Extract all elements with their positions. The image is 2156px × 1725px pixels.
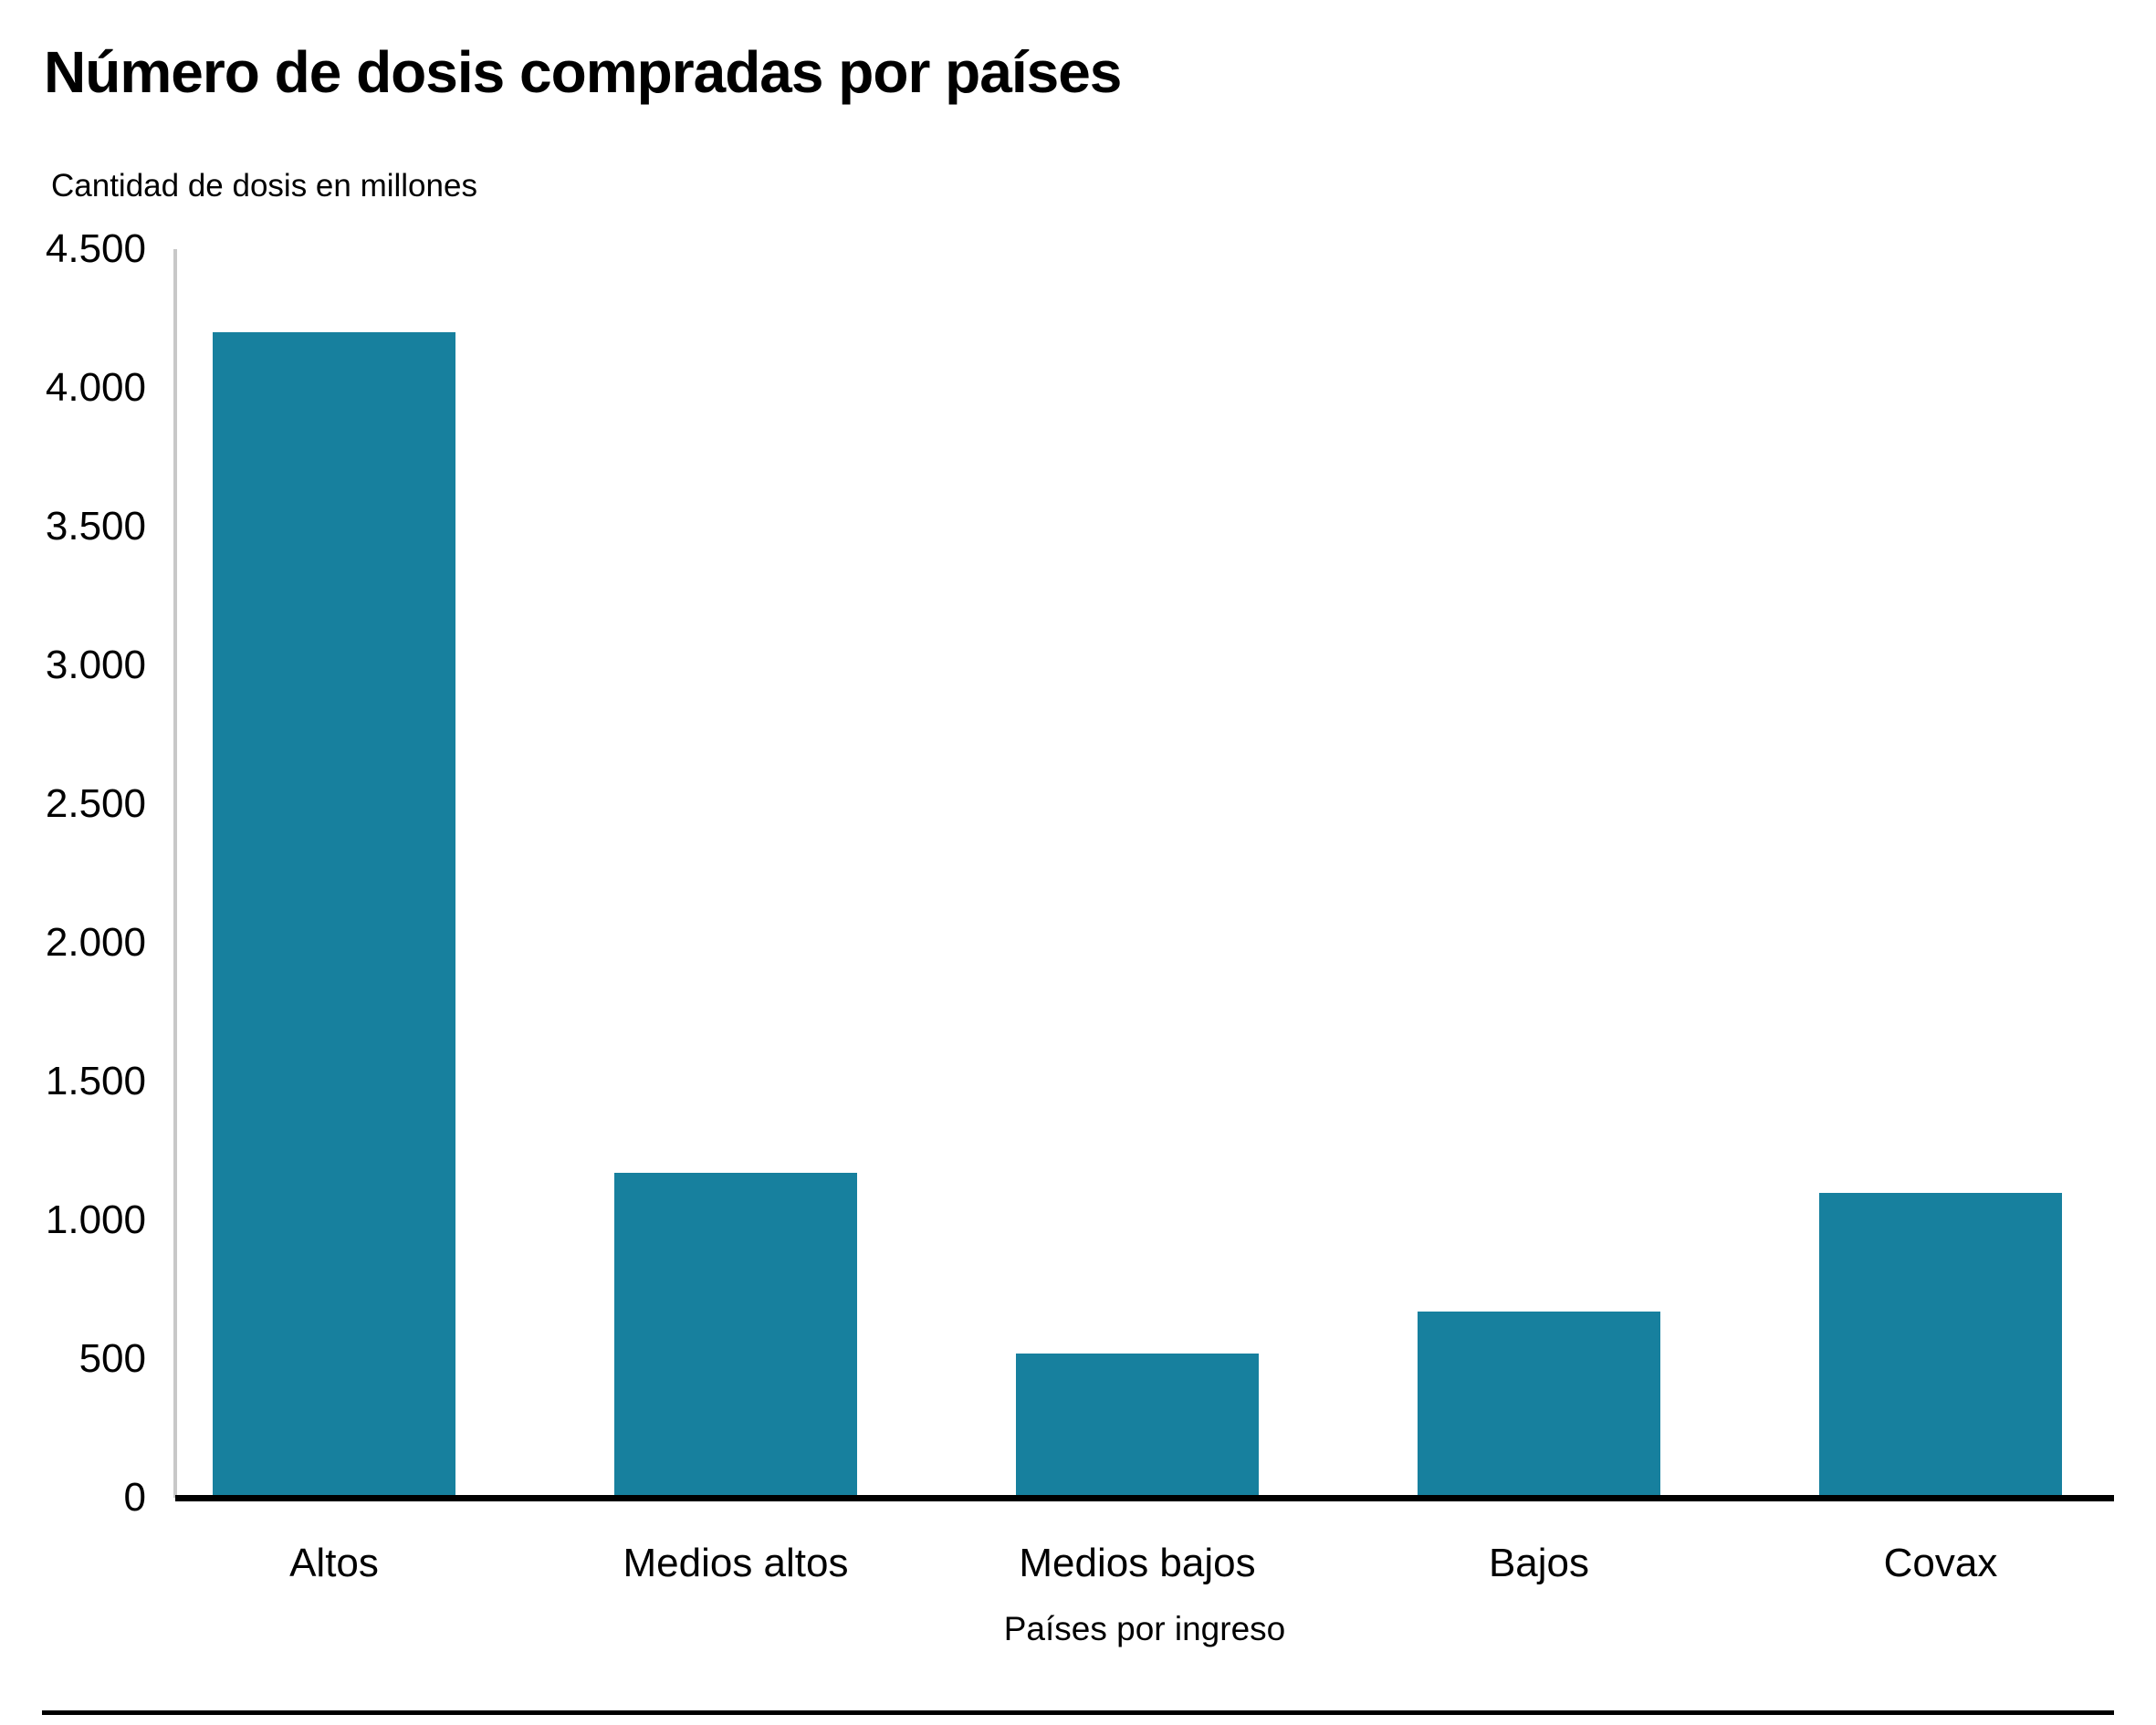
category-label: Covax	[1883, 1541, 1998, 1585]
bar-altos	[213, 332, 455, 1498]
plot-area	[175, 249, 2114, 1498]
x-axis-title: Países por ingreso	[1003, 1610, 1286, 1647]
x-axis-baseline	[175, 1495, 2114, 1501]
bar-medios-bajos	[1016, 1354, 1259, 1498]
category-label: Altos	[289, 1541, 379, 1585]
bar-bajos	[1418, 1312, 1660, 1498]
category-label: Medios altos	[623, 1541, 849, 1585]
y-tick-label: 1.500	[45, 1059, 146, 1103]
y-tick-label: 1.000	[45, 1197, 146, 1242]
y-tick-label: 500	[78, 1336, 146, 1381]
category-label: Medios bajos	[1019, 1541, 1256, 1585]
y-tick-label: 4.000	[45, 365, 146, 410]
footer-divider-line	[42, 1710, 2114, 1715]
y-tick-label: 4.500	[45, 226, 146, 271]
y-tick-label: 3.500	[45, 504, 146, 549]
y-tick-label: 2.500	[45, 781, 146, 826]
category-label: Bajos	[1488, 1541, 1590, 1585]
y-tick-label: 2.000	[45, 920, 146, 965]
y-axis-line	[173, 249, 177, 1498]
y-tick-label: 3.000	[45, 643, 146, 687]
y-tick-label: 0	[123, 1475, 146, 1520]
bar-medios-altos	[614, 1173, 857, 1498]
y-axis-title: Cantidad de dosis en millones	[51, 168, 477, 204]
chart-title: Número de dosis compradas por países	[44, 39, 1122, 105]
bar-covax	[1819, 1193, 2062, 1498]
